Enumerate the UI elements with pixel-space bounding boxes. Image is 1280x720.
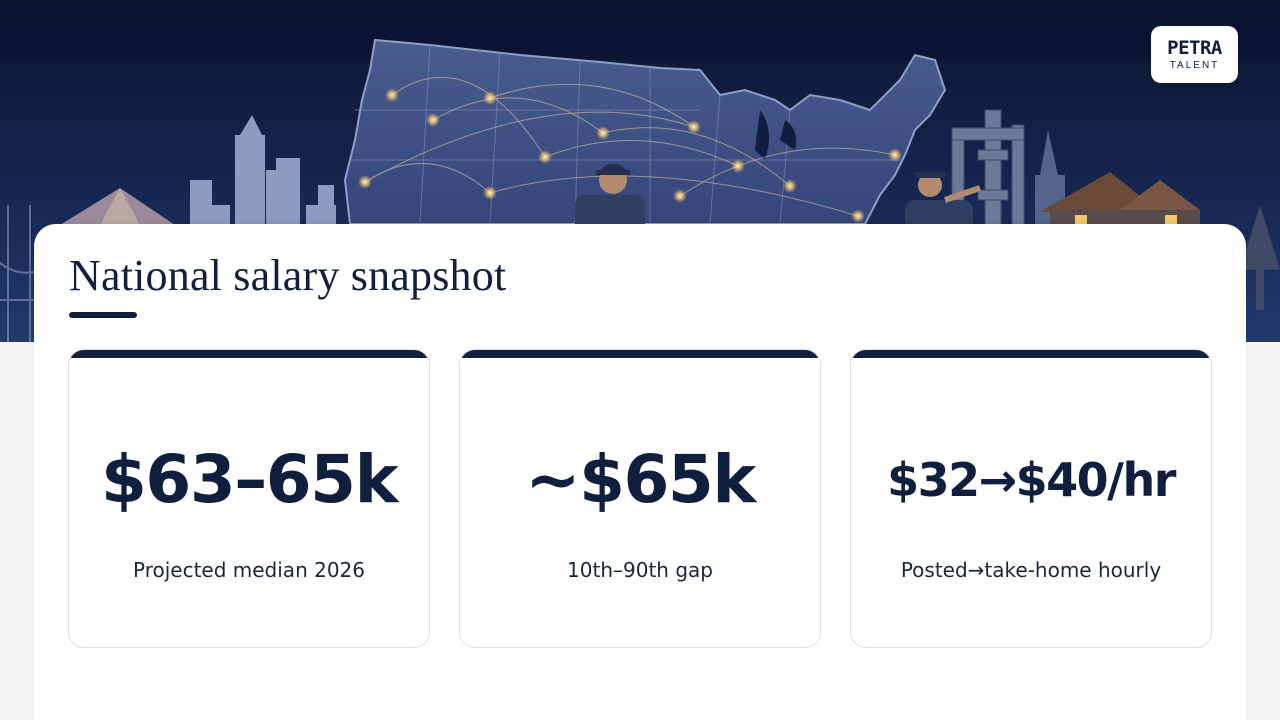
stat-card-gap: ~$65k 10th–90th gap [459, 349, 821, 648]
title-underline [69, 312, 137, 318]
logo-subtitle: TALENT [1169, 59, 1220, 71]
stat-value: $63–65k [100, 441, 399, 518]
stat-card-hourly: $32→$40/hr Posted→take-home hourly [850, 349, 1212, 648]
stat-value: ~$65k [525, 441, 756, 518]
logo-wordmark: PETRA [1167, 36, 1222, 59]
stat-label: 10th–90th gap [567, 558, 713, 582]
stat-label: Posted→take-home hourly [900, 558, 1162, 582]
plumber-figure-icon [905, 172, 981, 230]
mountain-icon [60, 188, 175, 225]
us-map-icon [343, 38, 947, 225]
pipes-icon [951, 109, 1025, 226]
city-skyline-icon [190, 115, 336, 225]
slide-title: National salary snapshot [69, 251, 507, 300]
stat-value: $32→$40/hr [887, 453, 1176, 507]
stat-label: Projected median 2026 [132, 558, 365, 582]
petra-talent-logo: PETRA TALENT [1151, 26, 1238, 83]
trees-icon [1240, 205, 1280, 310]
stat-card-median: $63–65k Projected median 2026 [68, 349, 430, 648]
